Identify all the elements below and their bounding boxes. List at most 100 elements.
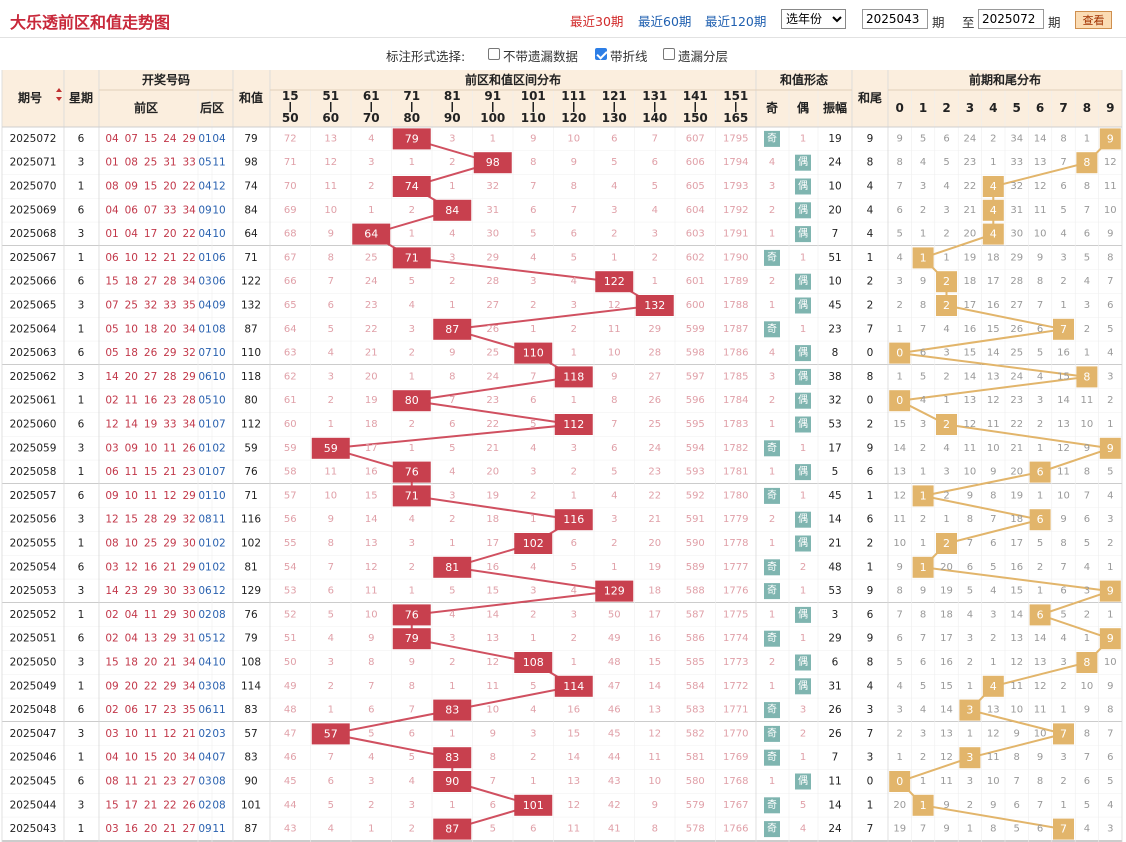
even-miss: 3 <box>800 705 806 716</box>
issue-cell: 2025053 <box>10 585 57 597</box>
front-number: 20 <box>163 228 176 240</box>
dist-miss-value: 11 <box>648 752 661 763</box>
front-number: 20 <box>144 823 157 835</box>
dist-miss-value: 6 <box>571 538 577 549</box>
tail-miss-value: 7 <box>1084 205 1090 216</box>
dist-miss-value: 4 <box>328 348 334 359</box>
tail-miss-value: 4 <box>1084 276 1090 287</box>
back-number: 02 <box>198 799 211 811</box>
tail-miss-value: 8 <box>897 157 903 168</box>
dist-miss-value: 23 <box>486 395 499 406</box>
even-badge-text: 偶 <box>798 536 808 549</box>
query-button[interactable]: 查看 <box>1075 11 1112 29</box>
back-number: 02 <box>212 538 225 550</box>
tail-miss-value: 4 <box>1084 824 1090 835</box>
range-to-input[interactable] <box>978 9 1044 29</box>
tail-miss-value: 11 <box>1034 205 1047 216</box>
sum-hit-value: 83 <box>445 704 459 717</box>
tail-hit-value: 1 <box>920 489 927 502</box>
option-checkbox-layer[interactable] <box>663 48 675 60</box>
front-number: 06 <box>125 204 139 216</box>
dist-miss-value: 1 <box>449 681 455 692</box>
front-number: 10 <box>125 490 138 502</box>
tail-hit-block <box>982 675 1004 697</box>
dist-miss-value: 12 <box>365 562 378 573</box>
tail-miss-value: 4 <box>943 324 949 335</box>
period-link-60[interactable]: 最近60期 <box>638 14 692 29</box>
dist-miss-value: 2 <box>571 467 577 478</box>
front-number: 15 <box>105 657 118 669</box>
row-bg <box>2 341 1122 365</box>
dist-miss-value: 17 <box>648 609 661 620</box>
tail-miss-value: 14 <box>1057 395 1070 406</box>
week-cell: 1 <box>78 252 85 264</box>
year-select[interactable]: 选年份 <box>781 9 846 29</box>
front-number: 21 <box>163 657 176 669</box>
range-unit-label: 期 <box>932 15 945 30</box>
tail-miss-value: 9 <box>1084 443 1090 454</box>
tail-miss-value: 16 <box>1010 562 1023 573</box>
even-badge-text: 偶 <box>798 679 808 692</box>
tail-miss-value: 2 <box>1060 276 1066 287</box>
dist-miss-value: 1 <box>409 586 415 597</box>
amp-cell: 26 <box>828 728 842 740</box>
tail-miss-value: 2 <box>920 514 926 525</box>
tail-miss-value: 8 <box>1107 705 1113 716</box>
dist-miss-value: 594 <box>686 443 705 454</box>
sum-cell: 122 <box>241 276 261 288</box>
dist-miss-value: 1778 <box>723 538 748 549</box>
dist-miss-value: 3 <box>449 633 455 644</box>
tail-miss-value: 3 <box>1107 824 1113 835</box>
even-badge-text: 偶 <box>798 346 808 359</box>
dist-miss-value: 11 <box>567 824 580 835</box>
amp-cell: 53 <box>828 419 841 431</box>
front-number: 26 <box>183 442 197 454</box>
week-cell: 3 <box>78 728 85 740</box>
tail-miss-value: 1 <box>1084 348 1090 359</box>
option-checkbox-line[interactable] <box>595 48 607 60</box>
dist-miss-value: 13 <box>486 633 499 644</box>
sum-hit-value: 114 <box>563 680 584 693</box>
tail-miss-value: 13 <box>1057 419 1070 430</box>
tail-miss-value: 2 <box>920 443 926 454</box>
dist-miss-value: 3 <box>409 538 415 549</box>
period-link-30[interactable]: 最近30期 <box>570 14 624 29</box>
period-link-120[interactable]: 最近120期 <box>705 14 767 29</box>
tail-miss-value: 19 <box>893 824 906 835</box>
odd-badge-text: 奇 <box>767 703 777 716</box>
sum-cell: 81 <box>244 561 257 573</box>
tail-miss-value: 6 <box>1084 229 1090 240</box>
dist-miss-value: 4 <box>449 229 455 240</box>
tail-miss-value: 9 <box>1107 681 1113 692</box>
tail-hit-value: 2 <box>943 275 950 288</box>
back-number: 02 <box>212 561 225 573</box>
odd-badge-text: 奇 <box>767 726 777 739</box>
tail-miss-value: 5 <box>1014 824 1020 835</box>
dist-miss-value: 43 <box>608 776 621 787</box>
issue-cell: 2025065 <box>10 300 57 312</box>
dist-miss-value: 5 <box>571 562 577 573</box>
range-from-input[interactable] <box>862 9 928 29</box>
dist-miss-value: 5 <box>449 586 455 597</box>
week-cell: 1 <box>78 752 85 764</box>
even-badge-text: 偶 <box>798 655 808 668</box>
dist-miss-value: 602 <box>686 252 705 263</box>
tail-cell: 9 <box>867 442 874 454</box>
tail-miss-value: 24 <box>1010 371 1023 382</box>
tail-miss-value: 4 <box>897 681 903 692</box>
sum-hit-value: 64 <box>364 228 378 241</box>
tail-miss-value: 1 <box>1084 133 1090 144</box>
header-sum: 和值 <box>238 90 263 105</box>
sum-cell: 59 <box>244 442 257 454</box>
even-badge-text: 偶 <box>798 512 808 525</box>
dist-miss-value: 45 <box>284 776 297 787</box>
front-number: 28 <box>163 276 176 288</box>
back-number: 07 <box>212 466 225 478</box>
tail-miss-value: 12 <box>987 395 1000 406</box>
dist-miss-value: 19 <box>365 395 378 406</box>
option-checkbox-nomiss[interactable] <box>488 48 500 60</box>
front-number: 15 <box>105 799 118 811</box>
front-number: 14 <box>125 419 139 431</box>
sum-hit-value: 101 <box>523 799 544 812</box>
front-number: 09 <box>125 181 138 193</box>
